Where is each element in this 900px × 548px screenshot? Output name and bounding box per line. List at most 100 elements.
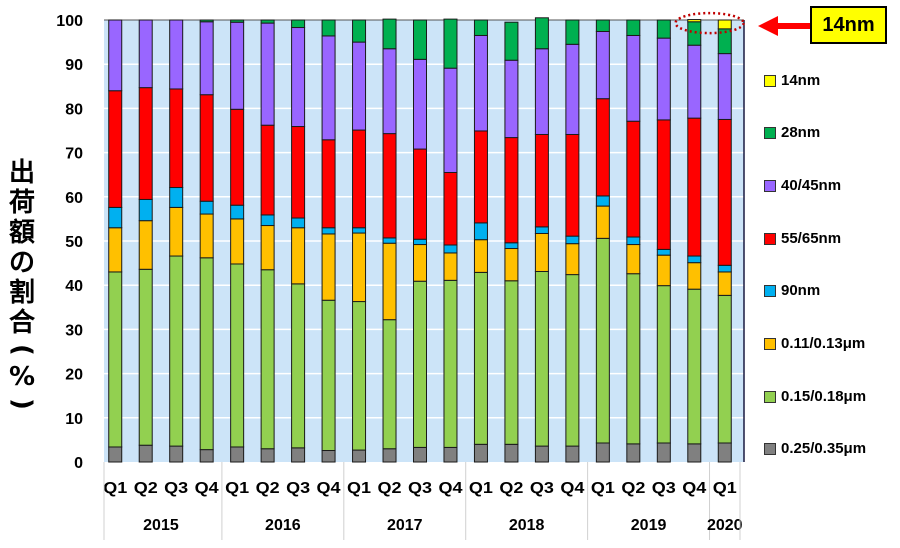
bar-stack — [413, 19, 427, 463]
bar-segment — [504, 242, 519, 250]
bar-segment — [565, 235, 580, 245]
legend-item: 28nm — [764, 124, 820, 141]
x-tick-label: Q3 — [164, 480, 188, 497]
bar-segment — [473, 239, 488, 273]
bar-segment — [473, 443, 488, 463]
x-tick-label: Q1 — [103, 480, 127, 497]
bar-segment — [230, 21, 245, 110]
bar-segment — [321, 299, 336, 452]
y-tick-label: 50 — [65, 234, 83, 251]
bar-segment — [199, 21, 214, 96]
bar-segment — [321, 450, 336, 463]
bar-segment — [534, 48, 549, 135]
y-axis-title-char: ) — [7, 398, 37, 410]
bar-segment — [199, 449, 214, 463]
bar-segment — [413, 19, 427, 60]
bar-stack — [534, 17, 549, 463]
x-tick-label: Q1 — [713, 480, 737, 497]
bar-segment — [352, 41, 367, 131]
highlight-ellipse — [674, 11, 745, 35]
bar-stack — [626, 19, 641, 463]
bar-segment — [413, 446, 427, 463]
bar-segment — [382, 242, 397, 321]
bar-segment — [717, 294, 732, 444]
bar-segment — [413, 244, 427, 282]
x-tick-label: Q3 — [286, 480, 310, 497]
bar-segment — [443, 446, 458, 463]
legend-swatch — [764, 126, 776, 139]
bar-segment — [321, 35, 336, 141]
legend-label: 55/65nm — [781, 230, 842, 247]
bar-segment — [382, 448, 397, 463]
bar-segment — [473, 130, 488, 224]
x-tick-label: Q4 — [317, 480, 341, 497]
y-tick-label: 60 — [65, 190, 83, 207]
bar-segment — [169, 19, 184, 90]
y-axis-title: 出荷額の割合 (%) — [6, 158, 38, 416]
bar-segment — [473, 222, 488, 241]
x-tick-label: Q4 — [560, 480, 584, 497]
x-tick-label: Q2 — [621, 480, 645, 497]
bar-segment — [534, 270, 549, 447]
bar-segment — [717, 264, 732, 273]
bar-segment — [656, 442, 671, 463]
bar-segment — [534, 232, 549, 272]
bar-segment — [595, 98, 610, 197]
bar-segment — [169, 206, 184, 257]
legend-swatch — [764, 442, 776, 455]
y-tick-label: 0 — [74, 455, 83, 472]
bar-segment — [717, 442, 732, 463]
bar-segment — [230, 19, 245, 23]
bar-segment — [230, 108, 245, 206]
bar-segment — [260, 214, 275, 227]
bar-segment — [169, 88, 184, 189]
bar-stack — [199, 19, 214, 463]
bar-segment — [534, 133, 549, 228]
y-axis-ticks: 0 10 20 30 40 50 60 70 80 90 100 — [56, 13, 83, 472]
bar-segment — [413, 280, 427, 448]
arrow-head-icon — [758, 16, 778, 36]
bar-segment — [504, 443, 519, 463]
bar-segment — [352, 232, 367, 303]
bar-stack — [230, 19, 245, 463]
bar-segment — [352, 227, 367, 234]
bar-segment — [199, 19, 214, 23]
bar-segment — [138, 87, 153, 200]
bar-segment — [687, 117, 702, 257]
bar-stack — [352, 19, 367, 463]
y-axis-title-char: % — [8, 362, 36, 392]
bar-stack — [291, 19, 306, 463]
bar-segment — [291, 19, 306, 29]
bar-segment — [626, 120, 641, 238]
legend-swatch — [764, 390, 776, 403]
bar-segment — [352, 301, 367, 451]
bar-segment — [656, 19, 671, 39]
y-axis-title-char: 合 — [8, 308, 35, 338]
bar-stack — [138, 19, 153, 463]
bar-segment — [687, 288, 702, 445]
x-tick-label: Q2 — [134, 480, 158, 497]
x-tick-label: Q1 — [225, 480, 249, 497]
y-axis-title-char: 荷 — [8, 188, 35, 218]
bar-stack — [260, 19, 275, 463]
bar-segment — [717, 271, 732, 296]
bar-segment — [260, 448, 275, 463]
legend-swatch — [764, 232, 776, 245]
bar-segment — [443, 171, 458, 246]
bar-segment — [230, 446, 245, 463]
x-axis: Q1 Q2 Q3 Q4 Q1 Q2 Q3 Q4 Q1 Q2 Q3 Q4 Q1 Q2 Q3 Q4 Q1 Q2 Q3 Q4… — [103, 462, 743, 540]
bar-segment — [382, 133, 397, 239]
bar-segment — [291, 27, 306, 128]
bar-segment — [382, 319, 397, 450]
bar-segment — [260, 124, 275, 216]
bar-segment — [595, 30, 610, 100]
bar-segment — [443, 67, 458, 173]
bar-stack — [321, 19, 336, 463]
bar-segment — [473, 271, 488, 445]
bar-segment — [413, 58, 427, 150]
bar-segment — [656, 37, 671, 121]
bar-segment — [199, 257, 214, 451]
bar-segment — [321, 233, 336, 301]
legend-item: 0.11/0.13μm — [764, 335, 865, 352]
x-tick-label: Q2 — [378, 480, 402, 497]
